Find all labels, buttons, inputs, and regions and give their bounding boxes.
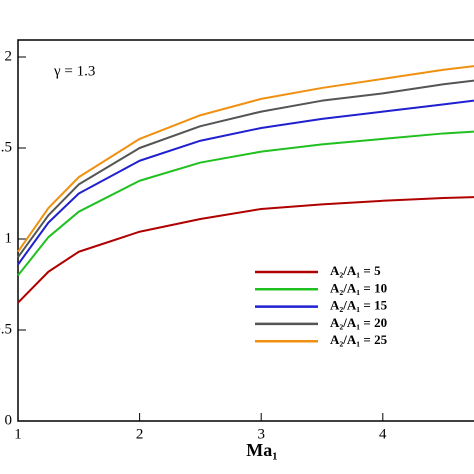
x-tick-label: 4 [379, 426, 387, 442]
y-tick-label: 2 [5, 48, 13, 64]
series-line [17, 130, 474, 277]
legend-label: A₂/A₁ = 15 [330, 298, 388, 313]
plot-frame [17, 39, 474, 422]
annotation: γ = 1.3 [53, 63, 95, 79]
x-tick-label: 2 [136, 426, 144, 442]
y-tick-label: 0 [5, 412, 13, 428]
series-line [17, 99, 474, 266]
legend-label: A₂/A₁ = 20 [330, 315, 387, 330]
x-axis-label: Ma₁ [246, 440, 277, 460]
series-line [17, 196, 474, 304]
legend-label: A₂/A₁ = 10 [330, 280, 387, 295]
series-line [17, 79, 474, 258]
y-tick-label: 1 [5, 230, 13, 246]
legend-label: A₂/A₁ = 25 [330, 332, 388, 347]
series-line [17, 65, 474, 253]
x-tick-label: 1 [14, 426, 22, 442]
y-tick-label: 1.5 [0, 139, 12, 155]
x-tick-label: 3 [257, 426, 265, 442]
y-tick-label: 0.5 [0, 321, 12, 337]
legend-label: A₂/A₁ = 5 [330, 263, 381, 278]
